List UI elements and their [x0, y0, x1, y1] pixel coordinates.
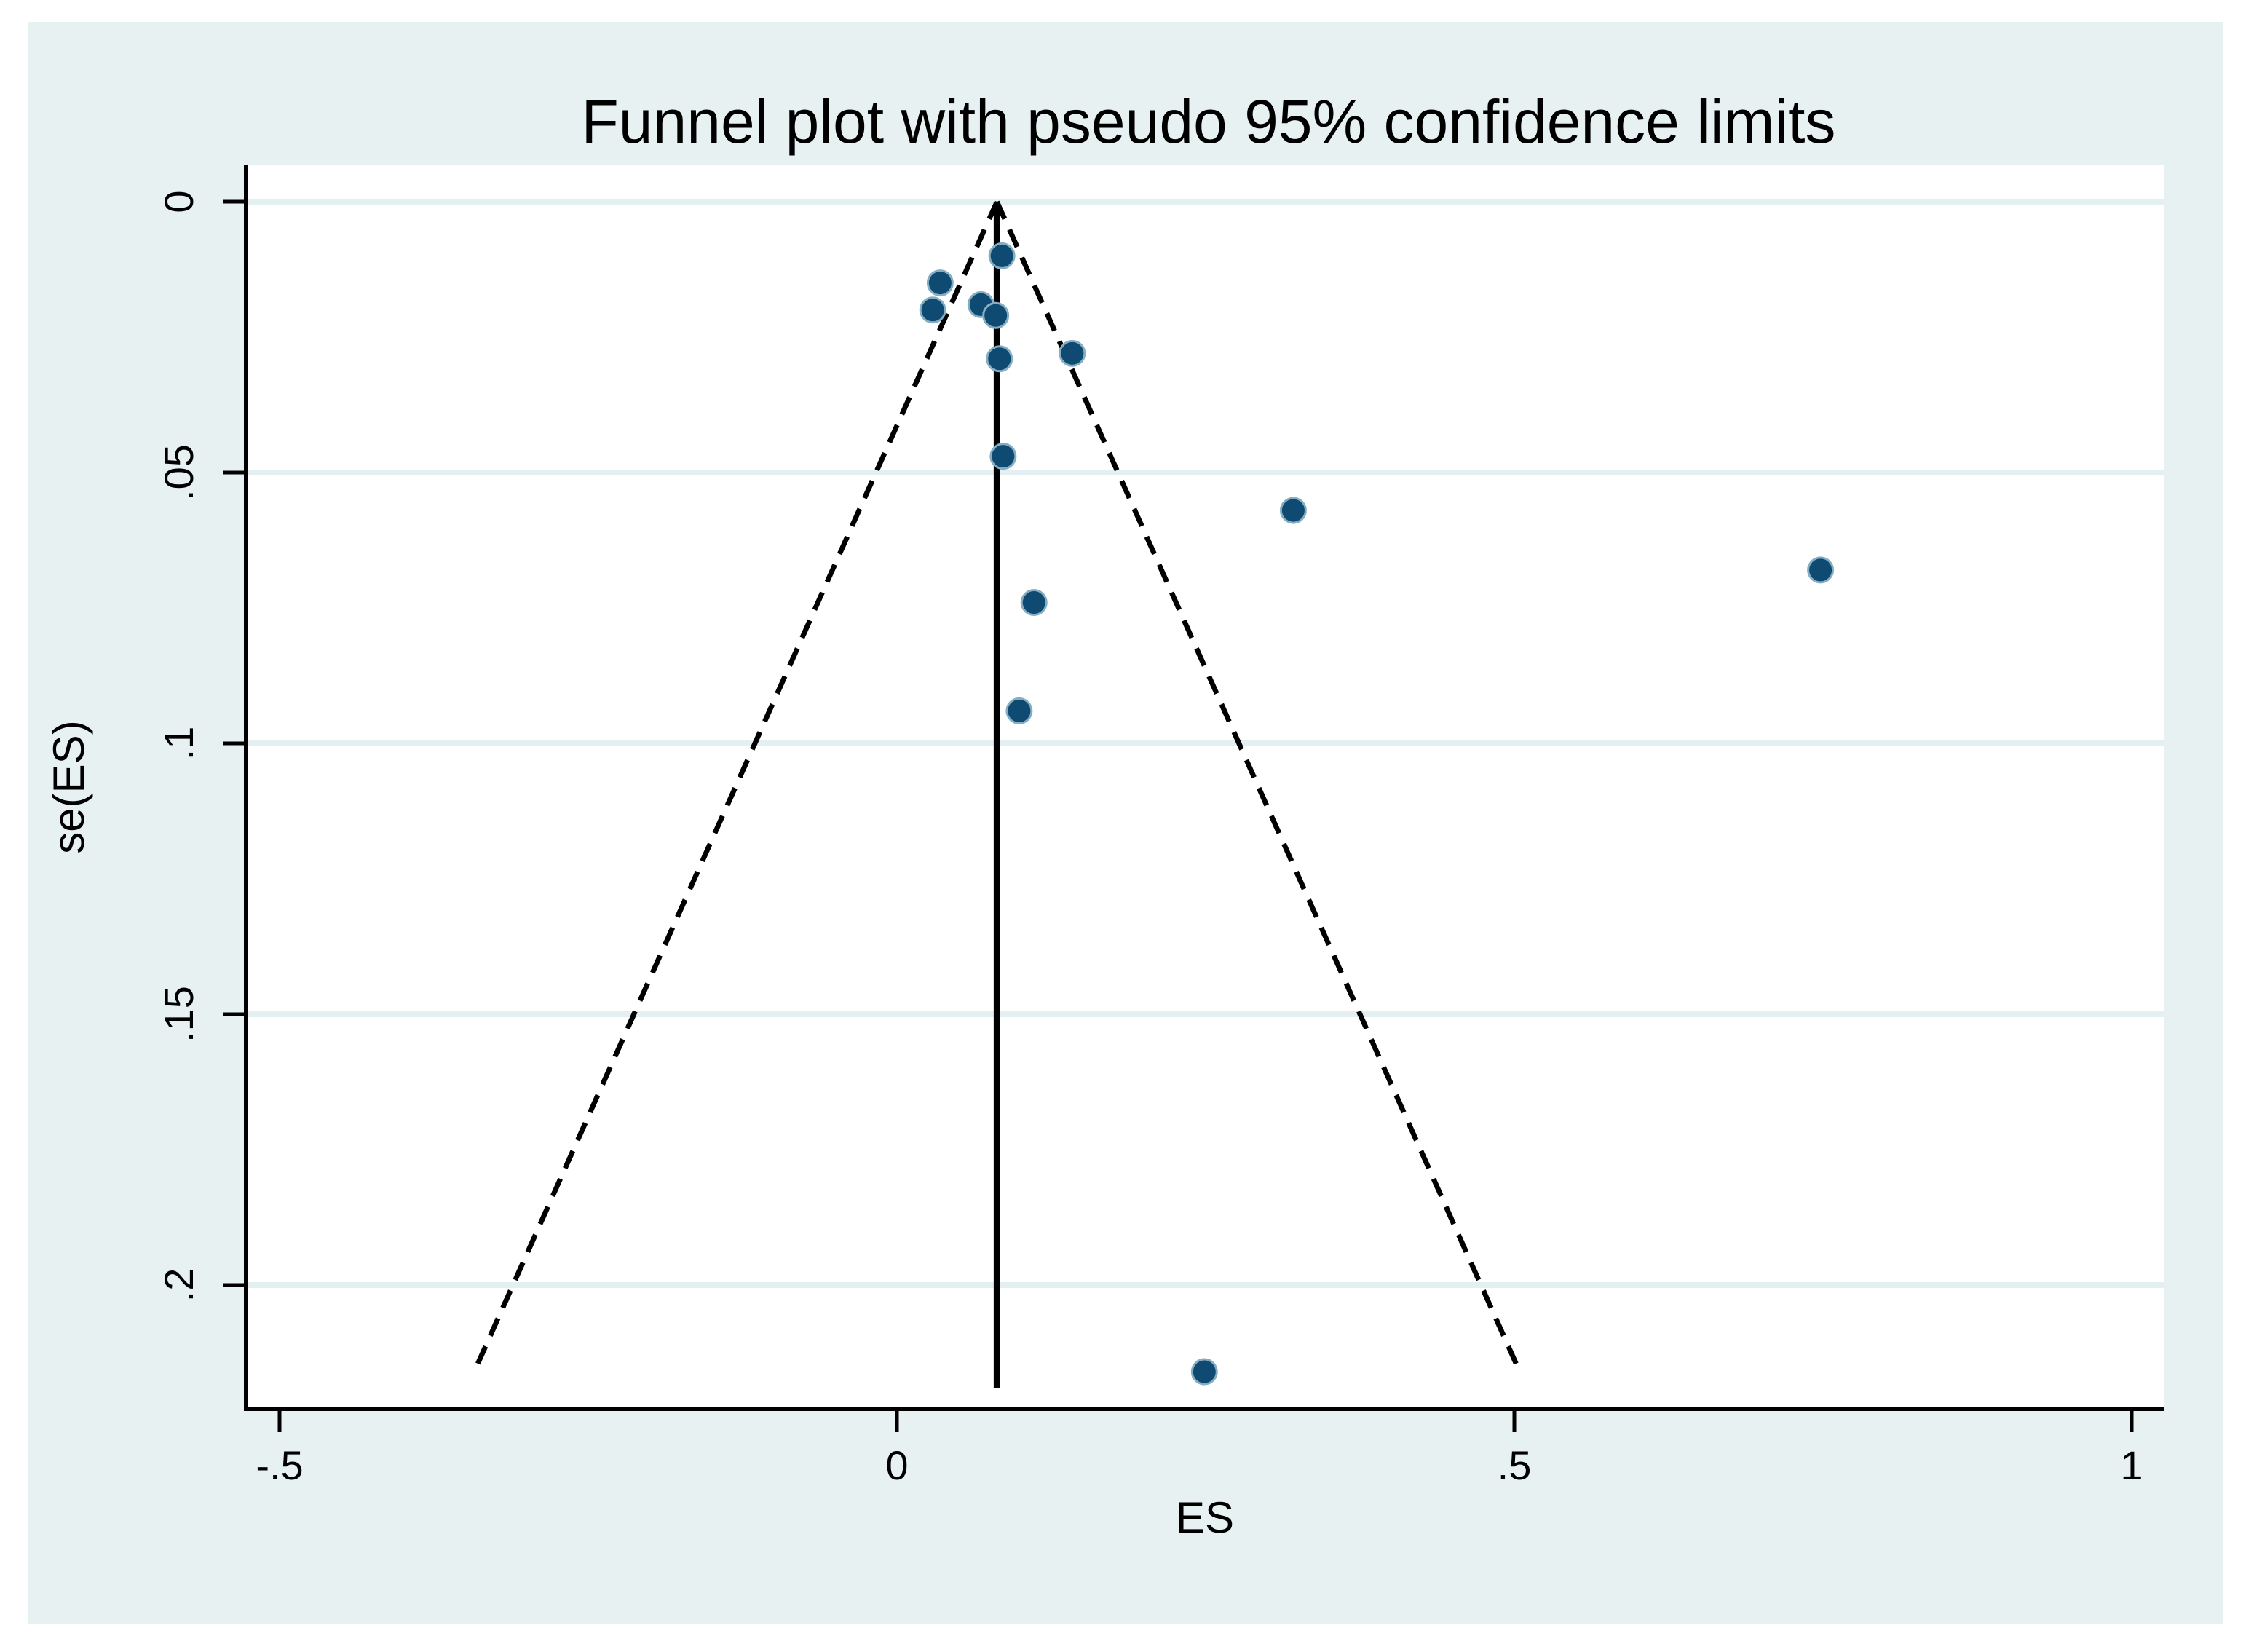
- y-tick-label: 0: [156, 190, 202, 213]
- gridlines: [246, 199, 2164, 1288]
- y-tick-label: .2: [156, 1268, 202, 1303]
- plot-area: [246, 165, 2164, 1409]
- data-point: [1807, 556, 1835, 584]
- axes: [244, 165, 2164, 1411]
- data-point: [1190, 1358, 1218, 1386]
- y-tick-label: .05: [156, 444, 202, 501]
- data-point: [919, 296, 946, 324]
- funnel-confidence-limits: [474, 200, 1520, 1388]
- y-tick-label: .15: [156, 986, 202, 1043]
- data-point: [926, 269, 954, 297]
- x-tick-label: -.5: [256, 1442, 303, 1488]
- data-point: [986, 345, 1013, 373]
- data-point: [982, 301, 1010, 329]
- data-point: [988, 242, 1016, 269]
- x-axis-title: ES: [1176, 1493, 1234, 1542]
- x-tick-label: 0: [885, 1442, 908, 1488]
- data-point: [1279, 497, 1307, 524]
- data-point: [1020, 589, 1048, 617]
- data-point: [989, 443, 1017, 470]
- x-tick-label: 1: [2120, 1442, 2143, 1488]
- y-axis-title: se(ES): [44, 720, 93, 853]
- chart-title: Funnel plot with pseudo 95% confidence l…: [582, 87, 1836, 156]
- study-data-points: [919, 242, 1835, 1386]
- x-tick-label: .5: [1498, 1442, 1532, 1488]
- data-point: [1059, 339, 1086, 367]
- tick-marks-and-labels: -.5 0 .5 1 0 .05 .1 .15 .2: [156, 190, 2143, 1488]
- y-tick-label: .1: [156, 727, 202, 761]
- data-point: [1005, 697, 1033, 724]
